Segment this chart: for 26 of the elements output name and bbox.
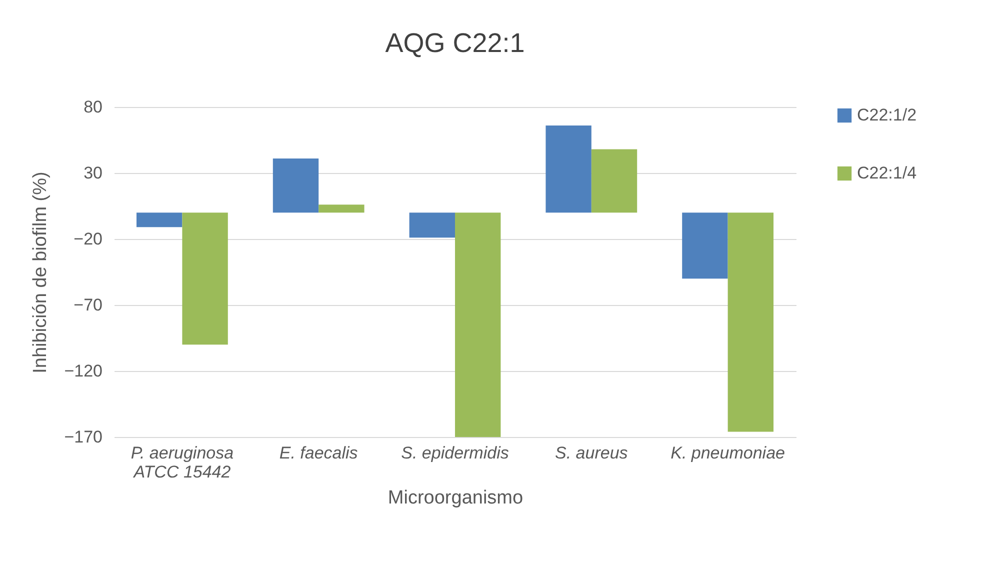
y-tick-label: 30	[84, 164, 102, 182]
bar	[136, 212, 182, 228]
y-axis-title: Inhibición de biofilm (%)	[30, 172, 52, 374]
bar	[318, 204, 364, 213]
bar	[272, 158, 319, 213]
y-tick-label: −70	[74, 296, 102, 314]
y-tick-label: −20	[74, 230, 102, 248]
x-tick-label: S. aureus	[555, 444, 628, 462]
y-tick-label: −170	[64, 428, 102, 446]
y-tick-label: 80	[84, 98, 102, 116]
bar	[182, 212, 228, 345]
bar	[682, 212, 728, 279]
bar	[591, 149, 638, 213]
legend-label: C22:1/2	[857, 106, 917, 124]
x-tick-label: P. aeruginosa ATCC 15442	[130, 444, 234, 482]
y-tick-label: −120	[64, 362, 102, 380]
x-tick-label: E. faecalis	[279, 444, 358, 462]
bar	[455, 212, 501, 437]
bar	[409, 212, 455, 238]
legend-label: C22:1/4	[857, 164, 917, 182]
chart-title: AQG C22:1	[385, 28, 525, 58]
x-tick-label: K. pneumoniae	[670, 444, 785, 462]
bar	[546, 125, 592, 213]
x-axis-title: Microorganismo	[388, 488, 524, 508]
bar	[728, 212, 774, 432]
x-tick-label: S. epidermidis	[401, 444, 510, 462]
